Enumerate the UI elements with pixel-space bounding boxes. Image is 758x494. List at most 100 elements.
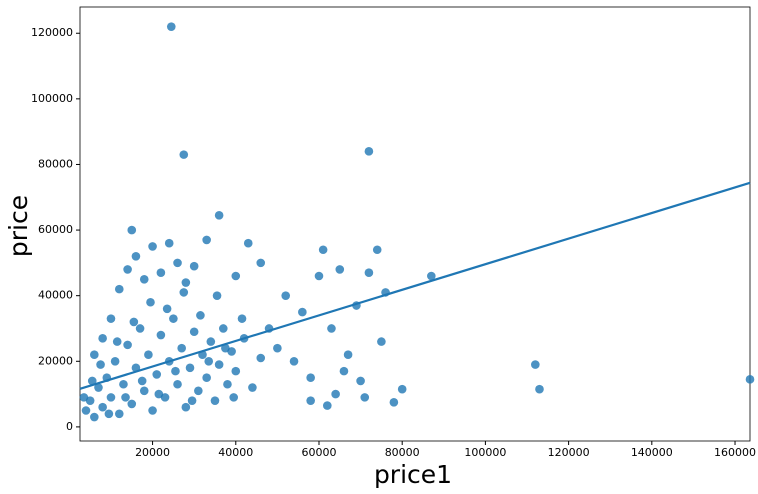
point: [189, 327, 199, 337]
x-tick-label: 40000: [218, 446, 253, 459]
y-tick-label: 0: [66, 420, 73, 433]
point: [206, 337, 216, 346]
point: [535, 384, 544, 394]
point: [90, 350, 99, 360]
point: [148, 242, 157, 251]
point: [372, 245, 382, 255]
y-axis-label: price: [4, 195, 33, 257]
point: [202, 235, 211, 245]
point: [212, 291, 222, 300]
point: [179, 150, 189, 159]
y-tick-label: 100000: [31, 92, 73, 105]
point: [114, 409, 124, 419]
point: [98, 402, 107, 412]
point: [196, 311, 205, 320]
point: [164, 238, 174, 248]
point: [104, 409, 114, 419]
point: [166, 22, 176, 31]
point: [144, 350, 153, 360]
point: [189, 261, 199, 271]
point: [223, 379, 232, 389]
point: [114, 284, 124, 294]
point: [364, 147, 374, 156]
point: [110, 356, 120, 366]
regression-line: [79, 181, 751, 390]
point: [81, 406, 91, 415]
x-tick-label: 140000: [631, 446, 673, 459]
point: [243, 238, 253, 248]
point: [79, 393, 89, 402]
point: [248, 383, 257, 392]
plot-frame: [79, 6, 751, 442]
point: [256, 258, 266, 268]
x-axis-label: price1: [374, 460, 452, 489]
point: [231, 271, 241, 281]
point: [273, 343, 282, 353]
point: [156, 268, 166, 278]
x-tick-label: 120000: [548, 446, 590, 459]
point: [221, 343, 230, 353]
y-tick-label: 20000: [38, 354, 73, 367]
point: [162, 304, 172, 314]
point: [298, 307, 307, 317]
y-tick-label: 120000: [31, 26, 73, 39]
point: [210, 396, 220, 405]
point: [318, 245, 328, 255]
point: [194, 386, 203, 396]
point: [94, 383, 103, 392]
point: [146, 297, 155, 307]
point: [173, 258, 182, 268]
point: [131, 252, 141, 261]
point: [139, 386, 149, 396]
point: [181, 402, 191, 412]
point: [121, 393, 130, 402]
point: [148, 406, 157, 415]
point: [214, 211, 224, 220]
point: [127, 225, 137, 235]
point: [229, 393, 238, 402]
point: [187, 396, 197, 405]
point: [323, 401, 332, 410]
point: [335, 265, 345, 274]
point: [306, 373, 315, 382]
point: [112, 337, 122, 346]
x-tick-label: 160000: [714, 446, 756, 459]
point: [389, 397, 399, 407]
point: [331, 389, 340, 399]
point: [231, 366, 241, 376]
point: [281, 291, 291, 300]
point: [427, 271, 436, 281]
point: [202, 373, 211, 382]
point: [314, 271, 324, 281]
point: [237, 314, 247, 323]
point: [152, 370, 162, 379]
y-tick-label: 80000: [38, 157, 73, 170]
point: [289, 356, 299, 366]
x-tick-label: 20000: [135, 446, 170, 459]
point: [123, 265, 132, 274]
point: [106, 393, 116, 402]
x-tick-label: 60000: [301, 446, 336, 459]
point: [171, 366, 180, 376]
point: [123, 340, 132, 350]
point: [745, 375, 755, 384]
point: [397, 384, 407, 394]
point: [177, 343, 186, 353]
point: [169, 314, 178, 323]
point: [127, 399, 137, 409]
point: [531, 360, 540, 369]
point: [90, 412, 99, 422]
point: [360, 393, 370, 402]
point: [377, 337, 386, 346]
point: [137, 376, 147, 386]
point: [87, 376, 97, 386]
point: [256, 353, 266, 363]
point: [214, 360, 224, 369]
x-tick-label: 80000: [385, 446, 420, 459]
point: [173, 379, 182, 389]
point: [343, 350, 353, 360]
point: [181, 278, 191, 287]
point: [119, 379, 128, 389]
point: [306, 396, 315, 405]
